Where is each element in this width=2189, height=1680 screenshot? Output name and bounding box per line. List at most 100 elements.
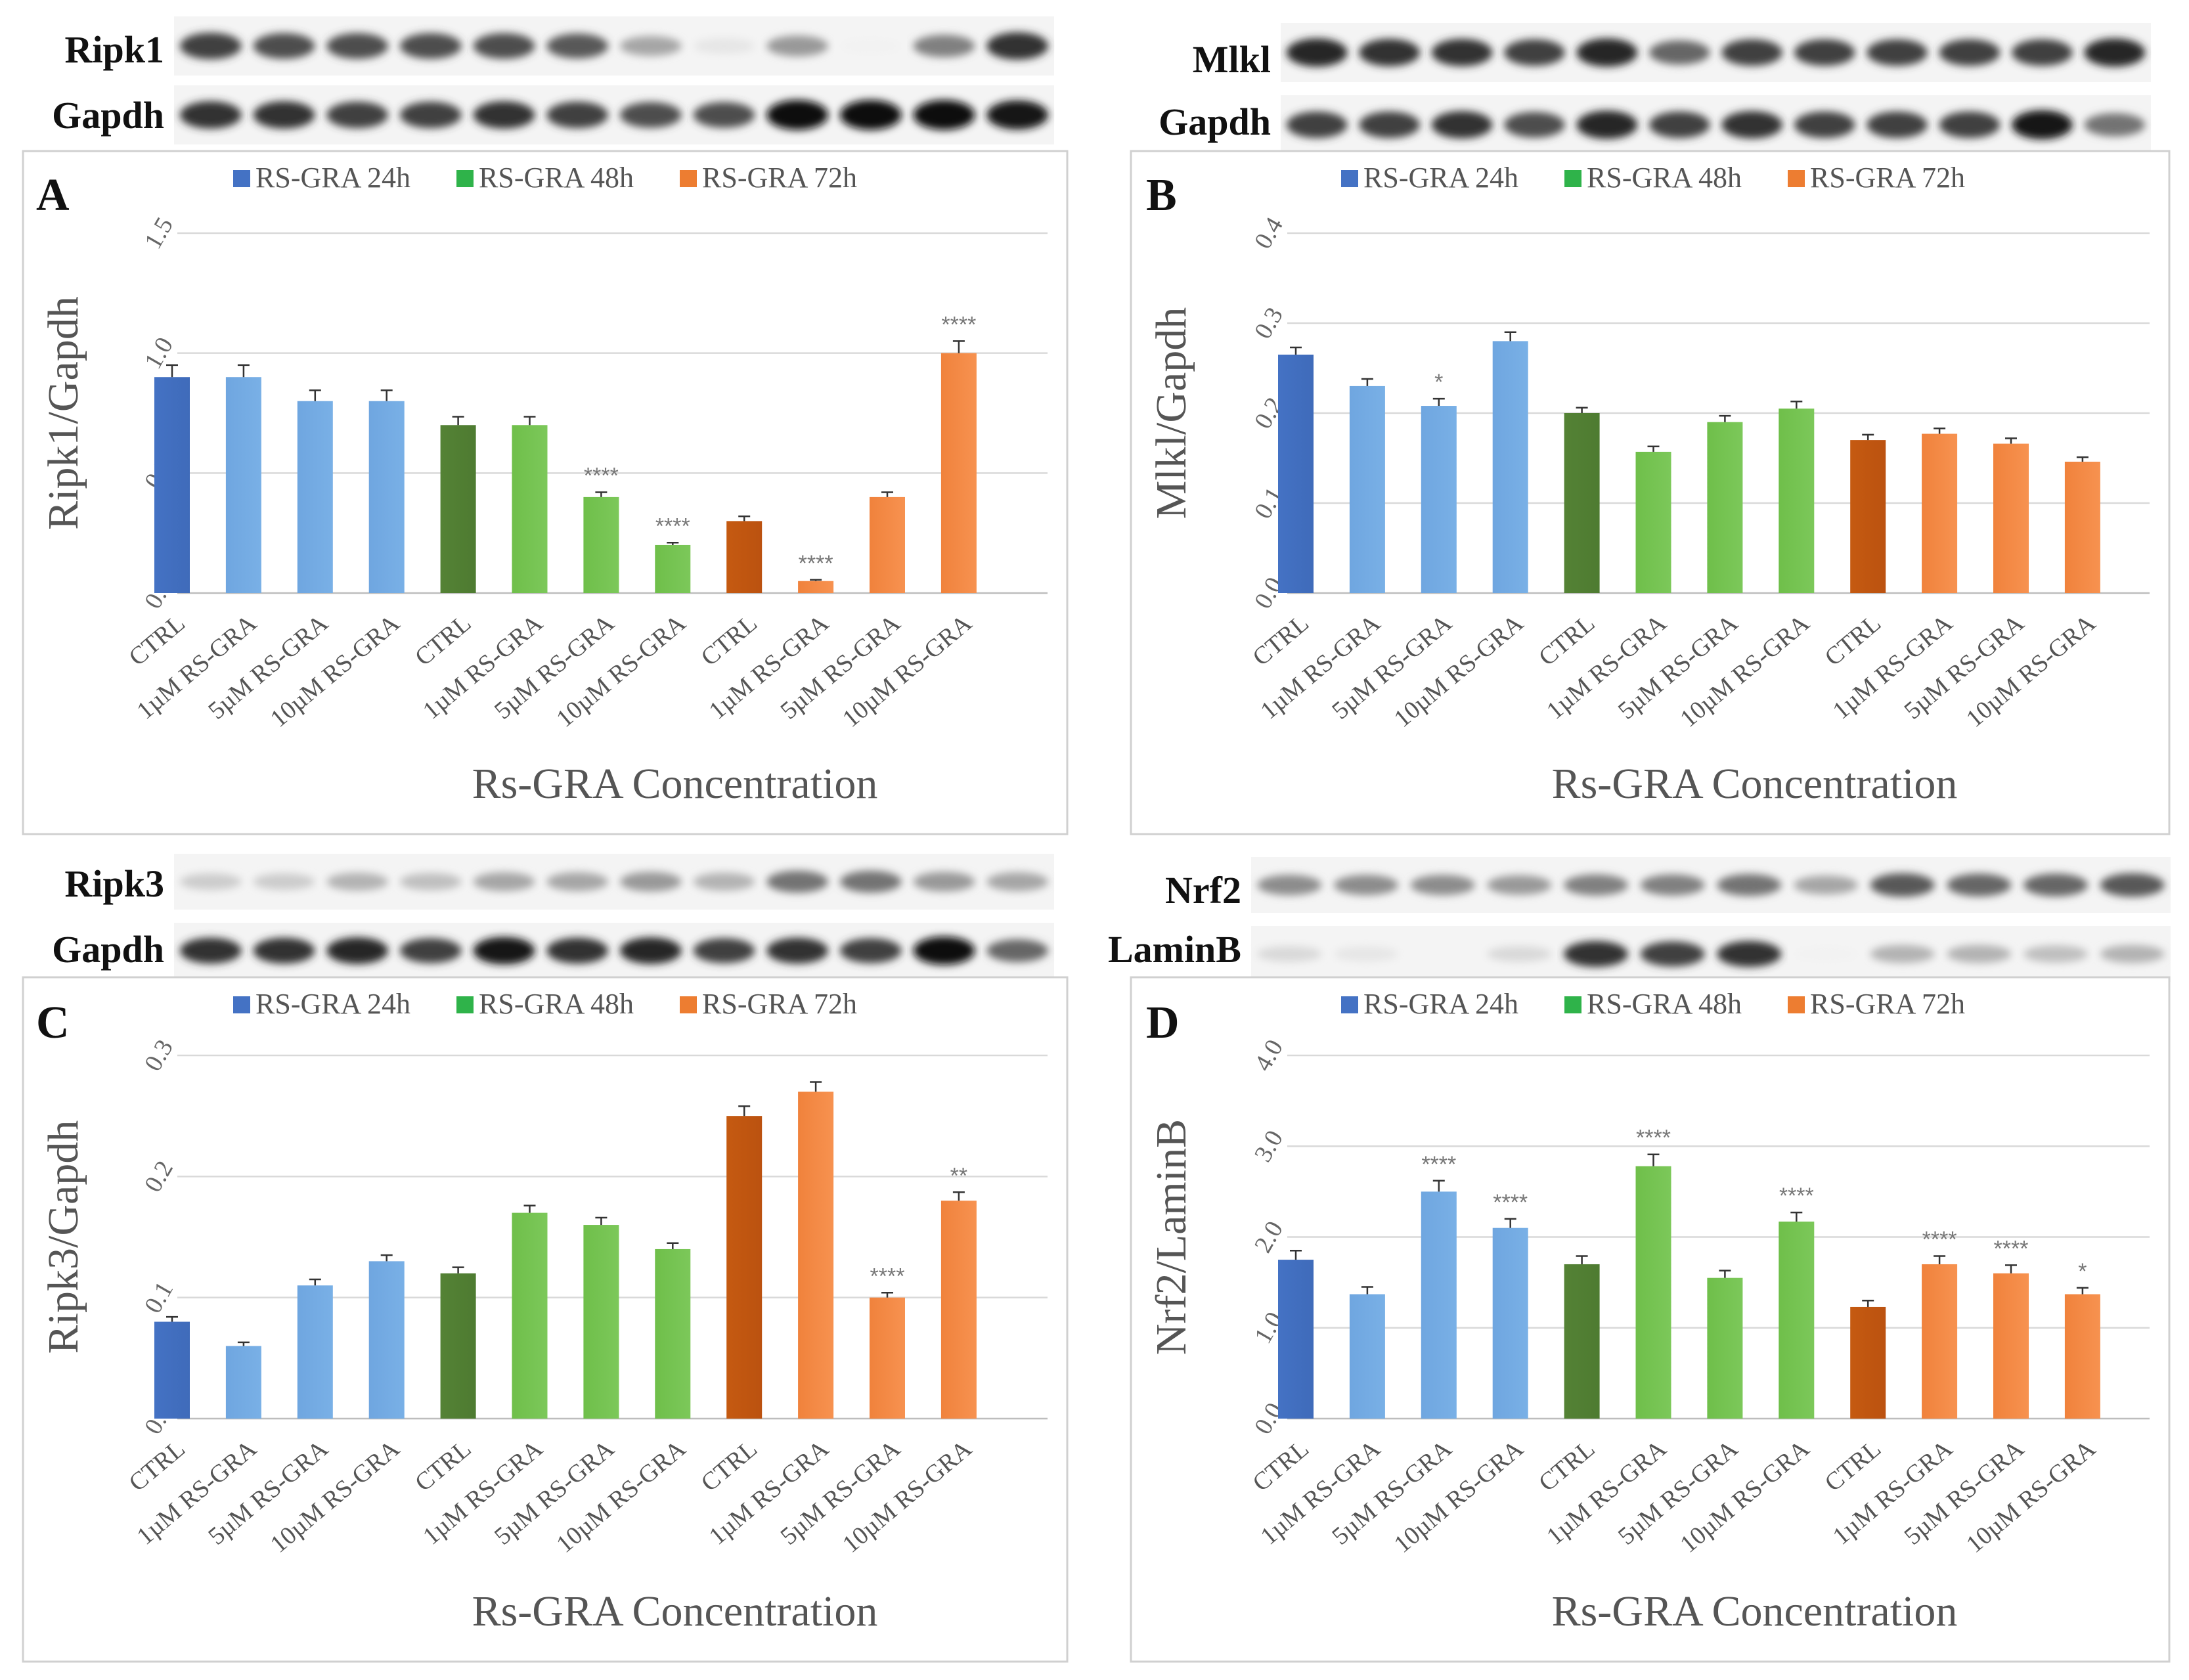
significance-marker: **** [1922,1227,1957,1252]
blot-band [693,872,755,891]
bar [512,425,548,593]
blot-band [2084,113,2146,137]
blot-band [1410,874,1475,896]
bar [798,1092,834,1419]
blot-band [913,100,975,130]
blot-band [179,101,242,129]
bar [297,1285,333,1419]
bar [870,497,905,593]
legend-label: RS-GRA 24h [1363,988,1518,1020]
blot-band [1504,112,1565,138]
blot-gapdh: Gapdh [52,85,1054,144]
legend-label: RS-GRA 72h [1810,162,1965,194]
blot-band [913,936,975,965]
bar [1993,443,2029,593]
blot-band [253,101,315,129]
bar [1707,1277,1743,1419]
blot-band [253,937,315,964]
bar [1278,1260,1314,1419]
blot-band [1576,110,1638,139]
y-axis-label: Mlkl/Gapdh [1147,307,1195,519]
blot-band [1939,39,2001,66]
significance-marker: **** [870,1264,905,1289]
legend-label: RS-GRA 24h [1363,162,1518,194]
bar [1779,409,1815,593]
blot-band [326,937,389,964]
bar [297,401,333,593]
blot-band [399,938,462,963]
legend-label: RS-GRA 48h [1587,162,1742,194]
blot-label: Gapdh [52,94,164,137]
blot-band [546,872,609,891]
blot-band [839,38,902,54]
bar [1993,1273,2029,1419]
blot-band [1939,111,2001,139]
bar [440,425,476,593]
blot-band [766,937,829,964]
blot-band [1431,111,1493,139]
legend-label: RS-GRA 48h [479,988,634,1020]
bar [1564,413,1600,593]
blot-nrf2: Nrf2 [1165,857,2171,913]
blot-band [473,33,535,59]
blot-gapdh: Gapdh [52,923,1054,979]
legend-swatch [680,996,697,1013]
legend-label: RS-GRA 72h [1810,988,1965,1020]
blot-band [1487,946,1552,962]
bar [154,1321,190,1419]
blot-background [174,85,1054,144]
bar [225,1346,261,1419]
legend-label: RS-GRA 48h [479,162,634,194]
bar [225,377,261,593]
blot-band [766,35,829,56]
blot-band [986,939,1049,962]
bar [1492,341,1528,593]
blot-band [619,102,682,128]
blot-band [1286,38,1348,67]
blot-band [2023,945,2088,963]
blot-band [1794,39,1855,66]
blot-band [1359,39,1420,66]
legend-swatch [680,170,697,187]
blot-band [1286,111,1348,139]
blot-band [1257,946,1322,962]
bar [154,377,190,593]
blot-band [399,873,462,891]
bar [1349,1294,1385,1419]
legend-swatch [233,170,250,187]
bar [1421,406,1457,593]
blot-band [1648,40,1710,65]
blot-band [1721,111,1783,139]
legend: RS-GRA 24h RS-GRA 48h RS-GRA 72h [1341,162,1965,194]
bar [1635,1166,1671,1419]
blot-gapdh: Gapdh [1159,95,2151,154]
bar [940,1201,977,1419]
blot-label: Ripk1 [64,28,164,71]
blot-band [1794,946,1858,962]
blot-band [1576,38,1638,67]
blot-band [1717,940,1782,967]
x-axis-label: Rs-GRA Concentration [472,1587,878,1635]
blot-band [839,100,902,130]
bar [655,1249,691,1419]
bar [1922,1264,1958,1419]
blot-background [174,923,1054,979]
blot-band [693,37,755,55]
blot-band [1564,874,1628,896]
bar [726,1116,763,1419]
significance-marker: **** [799,551,833,576]
blot-ripk1: Ripk1 [64,16,1054,76]
blot-band [1867,111,1928,139]
legend-label: RS-GRA 48h [1587,988,1742,1020]
blot-band [1648,111,1710,139]
blot-band [766,100,829,130]
blot-band [253,33,315,59]
blot-band [693,938,755,963]
panel-letter: A [36,170,70,221]
blot-band [1487,875,1552,895]
blot-band [619,35,682,56]
significance-marker: * [2078,1259,2087,1284]
bar [798,581,834,593]
significance-marker: **** [1779,1183,1814,1208]
blot-label: Gapdh [1159,100,1271,143]
